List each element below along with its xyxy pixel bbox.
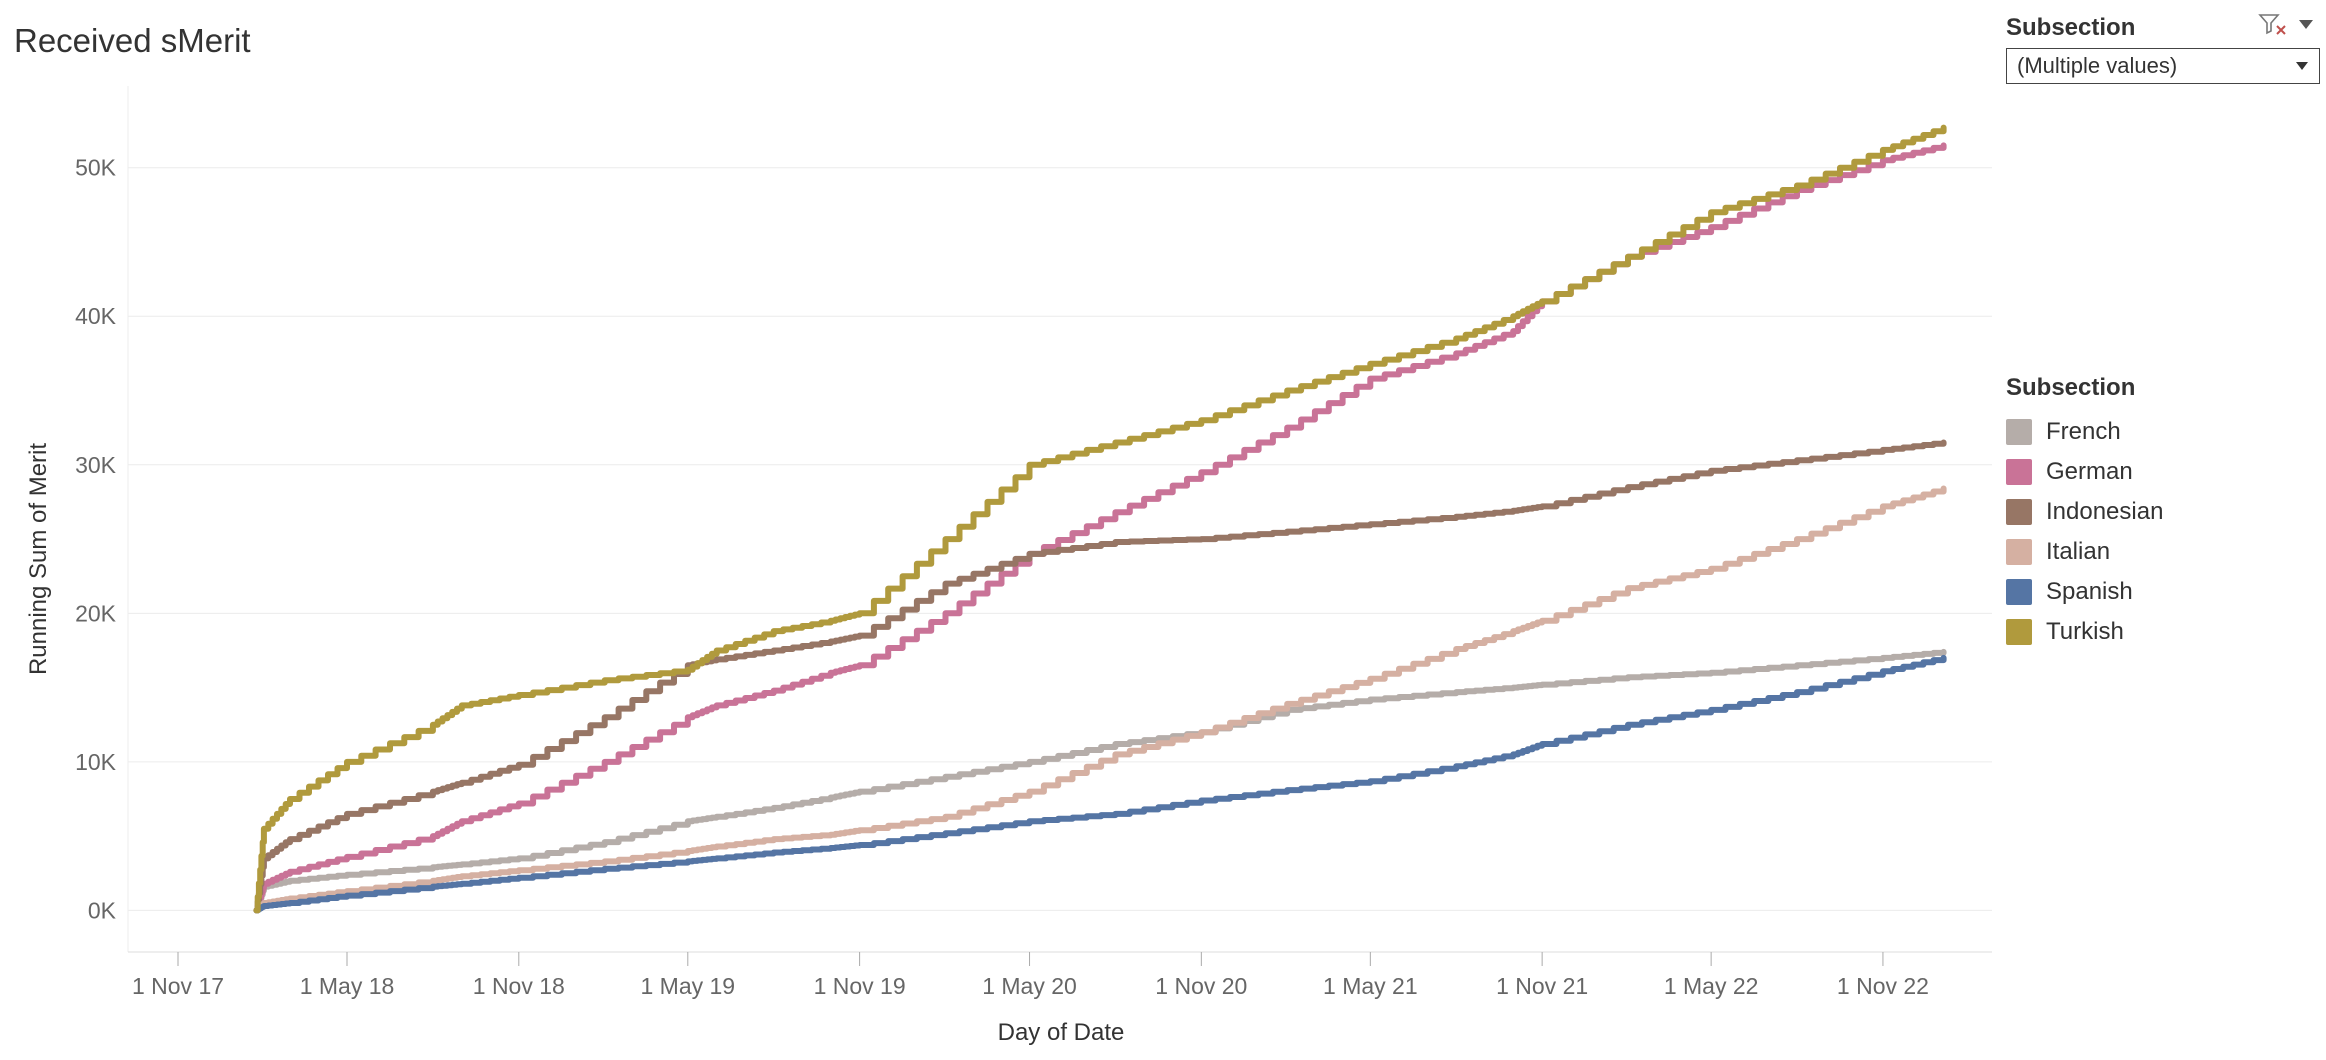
legend-item-spanish[interactable]: Spanish [2006, 572, 2163, 612]
legend-swatch [2006, 579, 2032, 605]
legend-label: French [2046, 418, 2121, 445]
series-line-indonesian [253, 439, 1947, 914]
legend-label: Turkish [2046, 618, 2124, 645]
x-tick-label: 1 May 19 [640, 973, 735, 999]
subsection-dropdown[interactable]: (Multiple values) [2006, 48, 2320, 84]
y-tick-label: 0K [88, 897, 117, 923]
y-axis-title: Running Sum of Merit [25, 443, 52, 675]
x-tick-label: 1 May 20 [982, 973, 1077, 999]
clear-filter-icon[interactable] [2258, 12, 2288, 36]
subsection-dropdown-value: (Multiple values) [2017, 53, 2178, 78]
legend-swatch [2006, 619, 2032, 645]
x-tick-label: 1 May 18 [300, 973, 395, 999]
series-line-turkish [253, 124, 1947, 914]
y-tick-label: 10K [75, 749, 117, 775]
legend-title: Subsection [2006, 374, 2136, 401]
legend-label: Spanish [2046, 578, 2133, 605]
series-line-spanish [253, 654, 1947, 914]
series-line-french [253, 648, 1947, 914]
x-tick-label: 1 May 21 [1323, 973, 1418, 999]
x-tick-label: 1 Nov 21 [1496, 973, 1588, 999]
legend-swatch [2006, 539, 2032, 565]
x-tick-label: 1 Nov 18 [473, 973, 565, 999]
y-tick-label: 40K [75, 303, 117, 329]
legend-label: Indonesian [2046, 498, 2164, 525]
x-tick-label: 1 Nov 20 [1155, 973, 1247, 999]
legend: Subsection French German Indonesian Italian… [2006, 374, 2163, 652]
x-tick-label: 1 Nov 17 [132, 973, 224, 999]
legend-swatch [2006, 499, 2032, 525]
legend-swatch [2006, 419, 2032, 445]
series-line-german [253, 142, 1947, 914]
x-tick-label: 1 Nov 22 [1837, 973, 1929, 999]
legend-label: Italian [2046, 538, 2111, 565]
y-tick-label: 30K [75, 452, 117, 478]
legend-item-turkish[interactable]: Turkish [2006, 612, 2163, 652]
filter-icons [2258, 12, 2314, 36]
legend-item-italian[interactable]: Italian [2006, 532, 2163, 572]
legend-swatch [2006, 459, 2032, 485]
dropdown-arrow-icon [2296, 62, 2308, 70]
series-line-italian [253, 485, 1947, 914]
legend-label: German [2046, 458, 2133, 485]
y-tick-label: 20K [75, 600, 117, 626]
x-axis-title: Day of Date [998, 1019, 1125, 1046]
x-tick-label: 1 Nov 19 [814, 973, 906, 999]
legend-item-german[interactable]: German [2006, 452, 2163, 492]
legend-items: French German Indonesian Italian Spanish Turk… [2006, 412, 2163, 652]
chart-title: Received sMerit [14, 22, 251, 59]
subsection-filter: Subsection (Multiple values) [2006, 10, 2320, 84]
x-tick-label: 1 May 22 [1664, 973, 1759, 999]
filter-menu-chevron-icon[interactable] [2298, 18, 2314, 30]
legend-item-indonesian[interactable]: Indonesian [2006, 492, 2163, 532]
filter-title: Subsection [2006, 14, 2136, 41]
legend-item-french[interactable]: French [2006, 412, 2163, 452]
y-tick-label: 50K [75, 155, 117, 181]
